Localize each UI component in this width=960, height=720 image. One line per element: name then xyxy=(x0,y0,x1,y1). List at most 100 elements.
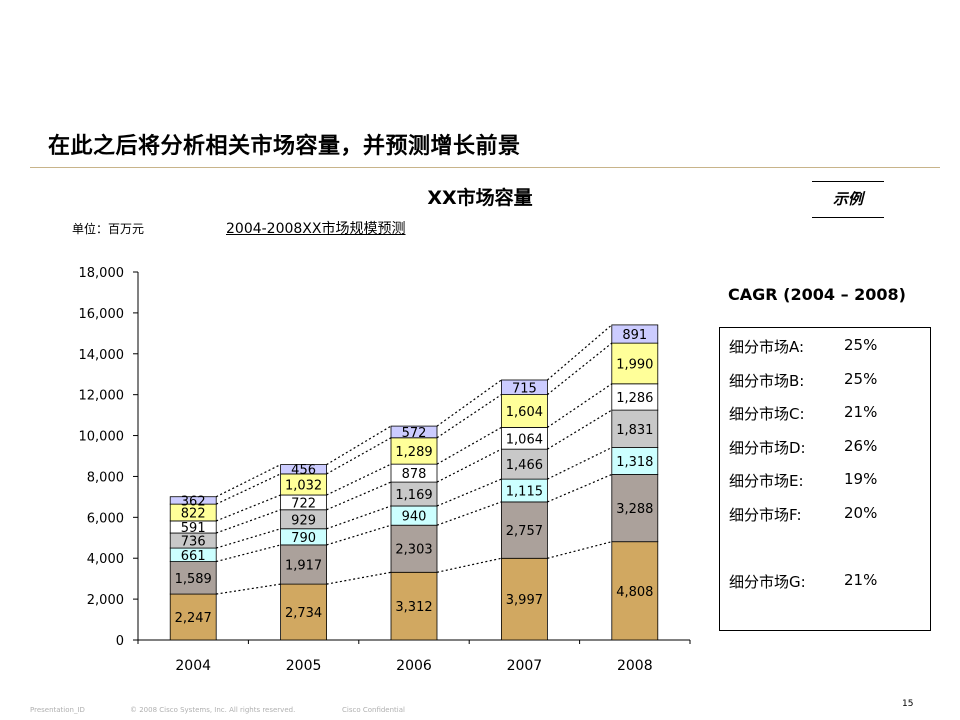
data-label: 2,757 xyxy=(506,524,543,539)
y-tick-label: 6,000 xyxy=(87,511,124,526)
data-label: 1,032 xyxy=(285,478,322,493)
data-label: 2,734 xyxy=(285,606,322,621)
trend-line xyxy=(326,505,392,530)
bar-segment xyxy=(611,342,659,385)
data-label: 1,064 xyxy=(506,432,543,447)
trend-line xyxy=(547,446,613,480)
trend-line xyxy=(326,425,392,466)
data-label: 1,990 xyxy=(616,357,653,372)
data-label: 790 xyxy=(291,531,316,546)
data-label: 1,604 xyxy=(506,405,543,420)
bar-segment xyxy=(169,593,217,641)
data-label: 1,917 xyxy=(285,559,322,574)
data-label: 3,997 xyxy=(506,593,543,608)
data-label: 2,303 xyxy=(395,543,432,558)
data-label: 1,286 xyxy=(616,391,653,406)
data-label: 661 xyxy=(181,549,206,564)
page-number: 15 xyxy=(902,699,914,709)
data-label: 3,312 xyxy=(395,600,432,615)
y-tick-label: 8,000 xyxy=(87,470,124,485)
trend-line xyxy=(326,571,392,585)
data-label: 4,808 xyxy=(616,585,653,600)
trend-line xyxy=(436,501,502,526)
cagr-segment: 细分市场A: xyxy=(729,338,805,356)
trend-line xyxy=(547,409,613,450)
slide-title: 在此之后将分析相关市场容量，并预测增长前景 xyxy=(48,134,521,159)
cagr-value: 20% xyxy=(844,504,878,522)
data-label: 1,589 xyxy=(175,572,212,587)
data-label: 891 xyxy=(622,328,647,343)
data-label: 456 xyxy=(291,463,316,478)
cagr-value: 26% xyxy=(844,437,878,455)
cagr-value: 19% xyxy=(844,470,878,488)
trend-line xyxy=(326,437,392,475)
bar-segment xyxy=(611,324,659,344)
data-label: 591 xyxy=(181,521,206,536)
example-tag: 示例 xyxy=(812,181,884,218)
trend-line xyxy=(216,544,281,563)
cagr-row-d: 细分市场D: 26% xyxy=(729,437,877,458)
trend-line xyxy=(215,464,281,498)
trend-line xyxy=(326,481,392,511)
cagr-title: CAGR (2004 – 2008) xyxy=(728,285,906,304)
trend-line xyxy=(326,524,392,546)
data-label: 1,831 xyxy=(616,423,653,438)
data-label: 1,289 xyxy=(395,445,432,460)
trend-line xyxy=(216,583,281,595)
cagr-row-a: 细分市场A: 25% xyxy=(729,336,877,357)
data-label: 929 xyxy=(291,513,316,528)
x-tick-label: 2006 xyxy=(396,658,432,674)
y-tick-label: 4,000 xyxy=(87,552,124,567)
bar-segment xyxy=(390,524,438,573)
bar-segment xyxy=(611,409,659,448)
cagr-segment: 细分市场B: xyxy=(729,372,805,390)
data-label: 3,288 xyxy=(616,502,653,517)
trend-line xyxy=(547,383,613,428)
bar-segment xyxy=(500,448,548,480)
bar-segment xyxy=(611,447,659,475)
trend-line xyxy=(547,324,613,381)
cagr-segment: 细分市场D: xyxy=(729,439,806,457)
x-tick-label: 2007 xyxy=(507,658,543,674)
cagr-segment: 细分市场G: xyxy=(729,573,806,591)
trend-line xyxy=(436,379,502,427)
data-label: 822 xyxy=(181,507,206,522)
cagr-segment: 细分市场E: xyxy=(729,472,804,490)
footer-presentation-id: Presentation_ID xyxy=(30,706,85,714)
trend-line xyxy=(436,394,502,439)
trend-line xyxy=(215,494,281,522)
data-label: 1,115 xyxy=(506,485,543,500)
y-tick-label: 12,000 xyxy=(79,389,125,404)
cagr-row-g: 细分市场G: 21% xyxy=(729,571,877,592)
x-tick-label: 2004 xyxy=(175,658,211,674)
trend-line xyxy=(215,509,281,534)
cagr-value: 21% xyxy=(844,571,878,589)
bar-segment xyxy=(500,379,548,396)
y-tick-label: 10,000 xyxy=(79,430,125,445)
bar-segment xyxy=(611,383,659,411)
data-label: 940 xyxy=(402,510,427,525)
cagr-value: 25% xyxy=(844,336,878,354)
bar-segment xyxy=(280,464,328,475)
footer-copyright: © 2008 Cisco Systems, Inc. All rights re… xyxy=(130,706,296,714)
data-label: 878 xyxy=(402,467,427,482)
trend-line xyxy=(436,448,502,483)
bar-segment xyxy=(390,425,438,439)
y-tick-label: 2,000 xyxy=(87,593,124,608)
bar-segment xyxy=(280,544,328,585)
data-label: 1,466 xyxy=(506,458,543,473)
bar-segment xyxy=(390,437,438,465)
cagr-value: 25% xyxy=(844,370,878,388)
data-label: 722 xyxy=(291,496,316,511)
data-label: 1,169 xyxy=(395,488,432,503)
unit-label: 单位：百万元 xyxy=(72,222,145,236)
trend-line xyxy=(436,478,502,507)
trend-line xyxy=(216,528,281,549)
trend-line xyxy=(436,557,502,573)
bar-segment xyxy=(169,496,217,505)
bar-segment xyxy=(169,561,217,595)
title-divider xyxy=(30,167,940,168)
data-label: 362 xyxy=(181,494,206,509)
trend-line xyxy=(215,473,281,505)
